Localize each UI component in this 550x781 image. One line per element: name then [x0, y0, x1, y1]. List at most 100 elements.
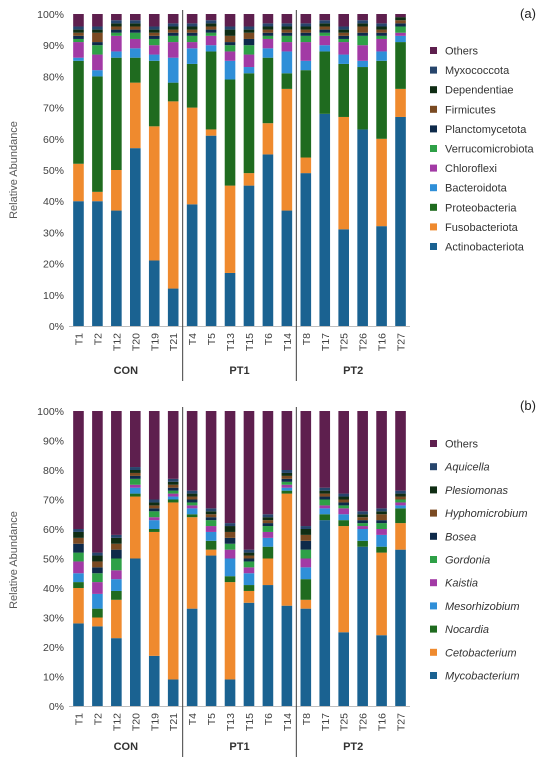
b-bar-segment — [130, 493, 141, 497]
a-bar-segment — [243, 14, 255, 27]
b-bar-segment — [243, 567, 255, 574]
b-bar-segment — [395, 493, 406, 497]
b-y-tick-label: 0% — [49, 701, 64, 713]
b-bar-segment — [357, 511, 368, 515]
b-legend-swatch — [430, 579, 437, 587]
a-bar-segment — [357, 60, 368, 68]
b-x-tick-label: T27 — [396, 713, 408, 731]
a-bar-segment — [357, 35, 368, 46]
a-y-tick-label: 90% — [43, 40, 64, 52]
a-bar-segment — [130, 57, 141, 83]
a-bar-segment — [224, 42, 236, 46]
b-x-tick-label: T8 — [301, 713, 313, 725]
a-bar-segment — [338, 116, 349, 230]
a-bar-segment — [148, 26, 160, 30]
b-bar-segment — [186, 514, 198, 518]
a-bar-segment — [300, 26, 312, 30]
b-bar-segment — [281, 411, 293, 470]
a-bar-segment — [205, 14, 217, 21]
a-x-tick-label: T21 — [168, 333, 180, 351]
b-bar-segment — [186, 508, 198, 515]
a-bar-segment — [338, 32, 349, 36]
a-y-tick-label: 40% — [43, 196, 64, 208]
b-bar-segment — [148, 520, 160, 529]
b-x-tick-label: T20 — [130, 713, 142, 731]
b-bar-segment — [148, 517, 160, 521]
a-bar-segment — [167, 23, 179, 27]
b-legend-label: Bosea — [445, 531, 476, 543]
a-bar-segment — [357, 20, 368, 24]
a-bar-segment — [186, 35, 198, 43]
b-bar-segment — [395, 549, 406, 706]
a-bar-segment — [205, 45, 217, 52]
b-bar-segment — [243, 411, 255, 550]
a-bar-segment — [338, 29, 349, 33]
b-bar-segment — [130, 472, 141, 476]
a-bar-segment — [319, 45, 331, 52]
a-bar-segment — [92, 32, 103, 43]
b-bar-segment — [395, 496, 406, 500]
b-bar-segment — [262, 514, 274, 518]
a-legend-label: Dependentiae — [445, 85, 514, 97]
a-y-tick-label: 30% — [43, 227, 64, 239]
b-legend-swatch — [430, 509, 437, 517]
b-x-tick-label: T15 — [244, 713, 256, 731]
b-bar-segment — [281, 490, 293, 494]
b-bar-segment — [92, 561, 103, 568]
b-bar-segment — [148, 499, 160, 503]
a-bar-segment — [130, 48, 141, 58]
a-x-tick-label: T25 — [339, 333, 351, 351]
a-bar-segment — [395, 35, 406, 43]
b-y-tick-label: 30% — [43, 613, 64, 625]
a-bar-segment — [300, 23, 312, 27]
b-x-tick-label: T14 — [282, 713, 294, 731]
b-bar-segment — [243, 561, 255, 568]
b-bar-segment — [395, 523, 406, 550]
a-legend-label: Others — [445, 46, 479, 58]
a-bar-segment — [357, 26, 368, 33]
a-bar-segment — [376, 226, 387, 326]
b-bar-segment — [243, 549, 255, 553]
a-bar-segment — [319, 26, 331, 30]
a-bar-segment — [243, 26, 255, 30]
a-x-tick-label: T5 — [206, 333, 218, 345]
b-bar-segment — [376, 534, 387, 547]
b-bar-segment — [338, 493, 349, 497]
b-bar-segment — [167, 487, 179, 491]
a-bar-segment — [376, 60, 387, 139]
b-bar-segment — [148, 529, 160, 532]
b-bar-segment — [111, 411, 122, 535]
a-y-axis-title: Relative Abundance — [8, 121, 20, 219]
a-bar-segment — [338, 14, 349, 27]
a-x-tick-label: T20 — [130, 333, 142, 351]
b-x-tick-label: T26 — [358, 713, 370, 731]
a-bar-segment — [186, 107, 198, 205]
a-bar-segment — [338, 26, 349, 30]
a-y-tick-label: 50% — [43, 165, 64, 177]
a-bar-segment — [395, 88, 406, 117]
a-y-tick-label: 80% — [43, 71, 64, 83]
b-bar-segment — [338, 411, 349, 494]
a-bar-segment — [262, 29, 274, 33]
a-bar-segment — [262, 123, 274, 155]
a-bar-segment — [281, 26, 293, 30]
b-x-tick-label: T13 — [225, 713, 237, 731]
a-bar-segment — [148, 32, 160, 36]
b-bar-segment — [111, 590, 122, 600]
b-legend-label: Mesorhizobium — [445, 601, 520, 613]
a-bar-segment — [243, 32, 255, 39]
b-bar-segment — [167, 484, 179, 488]
a-bar-segment — [281, 210, 293, 326]
a-bar-segment — [243, 67, 255, 74]
b-bar-segment — [111, 537, 122, 544]
b-legend-label: Others — [445, 439, 479, 451]
b-bar-segment — [111, 549, 122, 559]
a-bar-segment — [300, 32, 312, 36]
a-bar-segment — [395, 14, 406, 18]
b-bar-segment — [262, 546, 274, 559]
a-bar-segment — [357, 14, 368, 21]
a-bar-segment — [262, 38, 274, 49]
panel-b-stacked-bar-chart: 0% 10% 20% 30% 40% 50% 60% 70% 80% 90% 100% Relativ… — [8, 398, 536, 757]
b-bar-segment — [395, 411, 406, 491]
a-bar-segment — [224, 51, 236, 61]
